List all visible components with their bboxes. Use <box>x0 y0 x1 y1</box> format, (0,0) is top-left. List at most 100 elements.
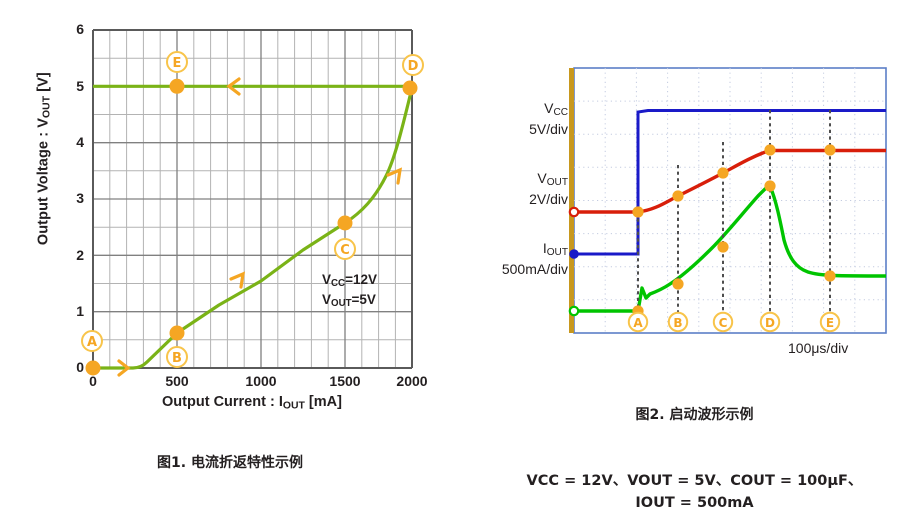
fig2-iout-name-main: I <box>542 240 547 256</box>
fig2-dot-iout-C <box>717 241 729 253</box>
fig2-badge-C: C <box>712 311 734 333</box>
figure-2-conditions-line-1: VCC = 12V、VOUT = 5V、COUT = 100μF、 <box>526 473 863 489</box>
fig2-badge-D: D <box>759 311 781 333</box>
fig1-y-axis-label-unit: [V] <box>35 72 52 96</box>
fig1-ytick-0: 0 <box>76 359 84 375</box>
fig1-dot-C <box>337 215 353 231</box>
fig1-ytick-2: 2 <box>76 247 84 263</box>
figure-2-conditions-line-2: IOUT = 500mA <box>635 495 754 511</box>
fig1-ytick-5: 5 <box>76 78 84 94</box>
fig2-channel-name-vout: VOUT <box>458 170 568 191</box>
svg-text:D: D <box>408 59 419 74</box>
fig1-xtick-2000: 2000 <box>396 373 428 389</box>
fig2-badge-A: A <box>627 311 649 333</box>
fig2-trace-iout <box>574 184 886 313</box>
fig1-xtick-0: 0 <box>89 373 97 389</box>
fig1-marker-dots <box>85 78 418 376</box>
fig1-xtick-500: 500 <box>165 373 189 389</box>
fig2-marker-dots <box>632 144 836 317</box>
fig2-dot-vout-B <box>672 190 684 202</box>
fig2-left-rail <box>569 68 574 333</box>
fig1-annot1-post: =12V <box>345 272 377 287</box>
fig2-channel-scale-vout: 2V/div <box>529 191 568 208</box>
fig1-x-axis-label-sub: OUT <box>282 400 305 412</box>
fig2-dot-iout-B <box>672 278 684 290</box>
fig1-annot2-pre: V <box>322 292 332 308</box>
fig2-dot-vout-C <box>717 167 729 179</box>
fig1-badge-A: A <box>81 330 103 352</box>
fig1-minor-hgrid <box>93 57 412 341</box>
fig1-conditions-annotation: VCC=12V VOUT=5V <box>322 272 377 312</box>
fig2-grid-dots <box>574 68 886 333</box>
fig1-dot-B <box>169 325 185 341</box>
fig2-channel-scale-vcc: 5V/div <box>529 121 568 138</box>
fig2-channel-name-vcc: VCC <box>458 100 568 121</box>
fig2-vcc-name-main: V <box>544 100 554 116</box>
fig2-badge-B: B <box>667 311 689 333</box>
fig2-dot-iout-D <box>764 180 776 192</box>
fig2-iout-name-sub: OUT <box>546 247 568 259</box>
fig1-badge-D: D <box>402 54 424 76</box>
fig1-plot-area: A B C D E 6 <box>0 0 460 411</box>
fig2-channel-name-iout: IOUT <box>458 240 568 261</box>
fig1-dot-E <box>169 78 185 94</box>
figure-2-startup-waveform: A B C D E VCC 5V/div VOUT 2V/di <box>470 0 919 400</box>
fig1-annot2-sub: OUT <box>331 298 352 310</box>
fig1-badge-E: E <box>166 51 188 73</box>
figure-1-foldback-characteristic: A B C D E 6 <box>0 0 460 411</box>
fig1-xtick-1000: 1000 <box>245 373 277 389</box>
arrow-left-icon <box>226 77 241 96</box>
fig1-dot-A <box>85 360 101 376</box>
figure-2-conditions: VCC = 12V、VOUT = 5V、COUT = 100μF、 IOUT =… <box>470 470 919 514</box>
fig1-y-axis-label-main: Output Voltage : V <box>35 117 52 246</box>
fig1-direction-arrows <box>117 77 403 377</box>
fig1-badge-B: B <box>166 346 188 368</box>
fig2-marker-badges: A B C D E <box>627 311 841 333</box>
fig2-vout-name-sub: OUT <box>546 177 568 189</box>
fig1-y-axis-label-sub: OUT <box>41 95 53 118</box>
figure-2-caption: 图2. 启动波形示例 <box>635 407 754 423</box>
fig1-annot1-pre: V <box>322 272 332 287</box>
fig1-badge-C: C <box>334 238 356 260</box>
svg-text:B: B <box>172 351 182 366</box>
fig2-zero-marker-iout <box>568 305 580 317</box>
arrow-upright-icon-1 <box>229 271 246 289</box>
fig1-marker-badges: A B C D E <box>81 51 424 368</box>
fig2-timebase-label: 100μs/div <box>788 340 849 356</box>
fig2-trace-vcc <box>574 109 886 256</box>
fig2-zero-marker-vcc <box>569 249 579 259</box>
figure-1-caption: 图1. 电流折返特性示例 <box>157 455 303 471</box>
fig2-channel-label-vcc: VCC 5V/div <box>458 100 568 138</box>
fig2-vout-name-main: V <box>537 170 547 186</box>
svg-text:D: D <box>765 316 775 330</box>
fig2-vcc-name-sub: CC <box>553 107 568 119</box>
fig1-x-axis-label: Output Current : IOUT [mA] <box>93 394 411 411</box>
fig1-annotation-line-2: VOUT=5V <box>322 292 377 312</box>
fig2-trace-vout <box>574 148 886 214</box>
fig2-dot-iout-E <box>824 270 836 282</box>
fig2-zero-marker-vout <box>568 206 580 218</box>
svg-text:E: E <box>173 56 182 71</box>
arrow-right-icon <box>117 359 131 377</box>
svg-text:C: C <box>719 316 728 330</box>
fig1-y-axis-label: Output Voltage : VOUT [V] <box>35 19 52 299</box>
arrow-upright-icon-2 <box>386 167 403 185</box>
fig2-svg: A B C D E <box>568 67 887 334</box>
svg-text:E: E <box>826 316 834 330</box>
fig1-xtick-1500: 1500 <box>329 373 361 389</box>
fig2-channel-zero-markers <box>568 206 580 317</box>
fig1-x-axis-label-unit: [mA] <box>304 394 342 410</box>
fig2-dot-vout-A <box>632 206 644 218</box>
fig1-ytick-6: 6 <box>76 21 84 37</box>
fig1-ytick-3: 3 <box>76 190 84 206</box>
fig2-channel-label-vout: VOUT 2V/div <box>458 170 568 208</box>
svg-text:A: A <box>87 335 97 350</box>
fig2-dot-vout-D <box>764 144 776 156</box>
fig1-curve-rising-branch <box>93 87 414 370</box>
fig1-svg: A B C D E <box>81 29 424 377</box>
fig1-annotation-line-1: VCC=12V <box>322 272 377 292</box>
fig1-annot2-post: =5V <box>351 292 376 308</box>
fig1-ytick-1: 1 <box>76 303 84 319</box>
fig1-dot-D <box>402 80 418 96</box>
svg-text:B: B <box>673 316 682 330</box>
